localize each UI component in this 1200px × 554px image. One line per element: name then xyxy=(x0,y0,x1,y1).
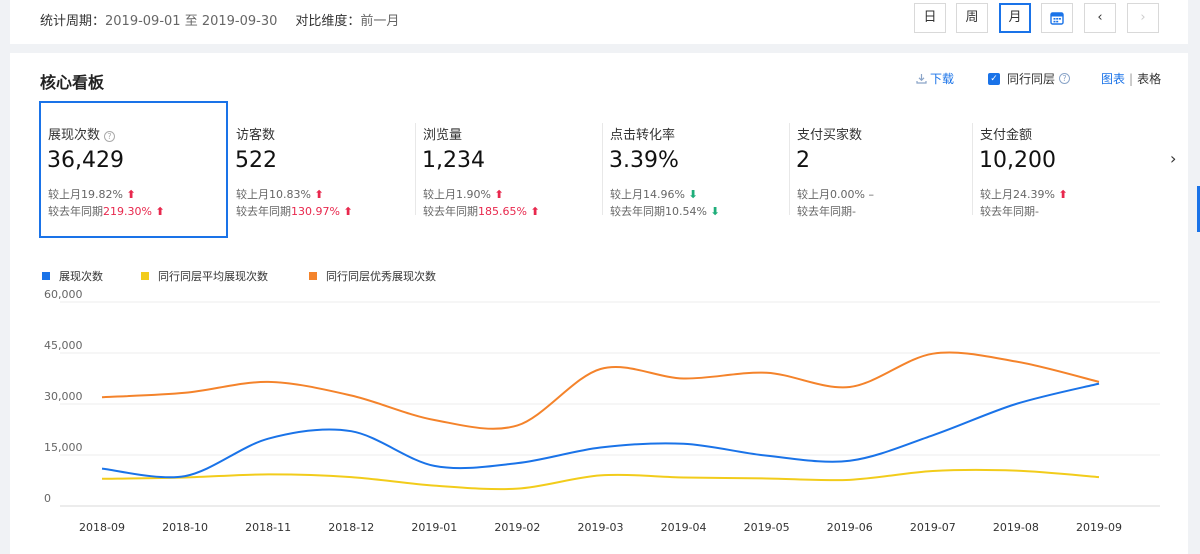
x-tick-label: 2019-01 xyxy=(411,521,457,534)
prev-period-button[interactable]: ‹ xyxy=(1084,3,1116,33)
kpi-card-payment-amount[interactable]: 支付金额 10,200 较上月24.39% ⬆ 较去年同期- xyxy=(972,101,1159,238)
x-tick-label: 2019-07 xyxy=(910,521,956,534)
download-button[interactable]: 下载 xyxy=(916,70,954,87)
kpi-yoy: 较去年同期219.30% ⬆ xyxy=(48,205,165,218)
legend-swatch xyxy=(309,272,317,280)
month-button[interactable]: 月 xyxy=(999,3,1031,33)
kpi-mom: 较上月1.90% ⬆ xyxy=(423,188,504,201)
download-icon xyxy=(916,74,927,84)
view-separator: | xyxy=(1129,72,1134,86)
scrollbar-indicator[interactable] xyxy=(1197,186,1200,232)
x-tick-label: 2018-12 xyxy=(328,521,374,534)
series-line-peer-average xyxy=(101,468,1100,491)
compare-value: 前一月 xyxy=(360,14,400,29)
kpi-name: 展现次数 xyxy=(48,128,101,143)
kpi-value: 3.39% xyxy=(609,148,679,173)
peer-toggle[interactable]: ✓ 同行同层 ? xyxy=(988,70,1071,87)
kpi-yoy: 较去年同期185.65% ⬆ xyxy=(423,205,540,218)
x-tick-label: 2019-05 xyxy=(744,521,790,534)
x-tick-label: 2018-10 xyxy=(162,521,208,534)
arrow-up-icon: ⬆ xyxy=(314,188,324,201)
kpi-value: 10,200 xyxy=(979,148,1056,173)
kpi-card-visitors[interactable]: 访客数 522 较上月10.83% ⬆ 较去年同期130.97% ⬆ xyxy=(228,101,415,238)
period-value: 2019-09-01 至 2019-09-30 xyxy=(105,14,278,29)
kpi-card-buyers[interactable]: 支付买家数 2 较上月0.00% – 较去年同期- xyxy=(789,101,976,238)
x-tick-label: 2019-08 xyxy=(993,521,1039,534)
kpi-value: 36,429 xyxy=(47,148,124,173)
legend-item-peer-excellent[interactable]: 同行同层优秀展现次数 xyxy=(309,268,436,284)
kpi-next-button[interactable]: › xyxy=(1170,149,1177,168)
x-tick-label: 2018-11 xyxy=(245,521,291,534)
kpi-name: 点击转化率 xyxy=(610,128,676,143)
kpi-name: 支付金额 xyxy=(980,128,1033,143)
day-button[interactable]: 日 xyxy=(914,3,946,33)
view-chart-button[interactable]: 图表 xyxy=(1101,72,1126,86)
kpi-yoy: 较去年同期- xyxy=(797,205,856,218)
arrow-up-icon: ⬆ xyxy=(530,205,540,218)
kpi-mom: 较上月0.00% – xyxy=(797,188,874,201)
kpi-yoy: 较去年同期10.54% ⬇ xyxy=(610,205,720,218)
series-line-impressions xyxy=(101,382,1100,479)
view-switch: 图表 | 表格 xyxy=(1101,70,1161,87)
flat-dash-icon: – xyxy=(868,188,874,201)
y-tick-label: 45,000 xyxy=(44,339,83,352)
period-label: 统计周期： xyxy=(40,14,106,29)
help-icon[interactable]: ? xyxy=(104,131,116,142)
legend-item-peer-average[interactable]: 同行同层平均展现次数 xyxy=(141,268,268,284)
legend-swatch xyxy=(42,272,50,280)
arrow-up-icon: ⬆ xyxy=(126,188,136,201)
x-tick-label: 2019-09 xyxy=(1076,521,1122,534)
y-tick-label: 60,000 xyxy=(44,288,83,301)
kpi-value: 2 xyxy=(796,148,810,173)
kpi-yoy: 较去年同期130.97% ⬆ xyxy=(236,205,353,218)
x-tick-label: 2019-06 xyxy=(827,521,873,534)
period-toolbar: 统计周期：2019-09-01 至 2019-09-30 对比维度：前一月 日 周… xyxy=(10,0,1188,44)
kpi-name: 浏览量 xyxy=(423,128,463,143)
calendar-button[interactable] xyxy=(1041,3,1073,33)
kpi-card-pageviews[interactable]: 浏览量 1,234 较上月1.90% ⬆ 较去年同期185.65% ⬆ xyxy=(415,101,602,238)
arrow-up-icon: ⬆ xyxy=(343,205,353,218)
legend-item-impressions[interactable]: 展现次数 xyxy=(42,268,103,284)
download-label: 下载 xyxy=(930,72,955,86)
period-summary: 统计周期：2019-09-01 至 2019-09-30 对比维度：前一月 xyxy=(40,10,399,29)
y-tick-label: 30,000 xyxy=(44,390,83,403)
week-button[interactable]: 周 xyxy=(956,3,988,33)
kpi-name: 支付买家数 xyxy=(797,128,863,143)
checkbox-checked-icon[interactable]: ✓ xyxy=(988,72,1000,85)
kpi-yoy: 较去年同期- xyxy=(980,205,1039,218)
arrow-up-icon: ⬆ xyxy=(494,188,504,201)
help-icon[interactable]: ? xyxy=(1059,73,1071,84)
arrow-up-icon: ⬆ xyxy=(1058,188,1068,201)
y-tick-label: 0 xyxy=(44,492,51,505)
arrow-down-icon: ⬇ xyxy=(688,188,698,201)
arrow-down-icon: ⬇ xyxy=(710,205,720,218)
kpi-value: 1,234 xyxy=(422,148,485,173)
peer-label: 同行同层 xyxy=(1007,72,1056,86)
kpi-value: 522 xyxy=(235,148,277,173)
calendar-icon xyxy=(1050,11,1064,25)
kpi-card-impressions[interactable]: 展现次数? 36,429 较上月19.82% ⬆ 较去年同期219.30% ⬆ xyxy=(39,101,228,238)
arrow-up-icon: ⬆ xyxy=(155,205,165,218)
kpi-mom: 较上月10.83% ⬆ xyxy=(236,188,324,201)
x-tick-label: 2019-03 xyxy=(578,521,624,534)
kpi-mom: 较上月24.39% ⬆ xyxy=(980,188,1068,201)
next-period-button[interactable]: › xyxy=(1127,3,1159,33)
legend-swatch xyxy=(141,272,149,280)
kpi-mom: 较上月14.96% ⬇ xyxy=(610,188,698,201)
kpi-card-conversion[interactable]: 点击转化率 3.39% 较上月14.96% ⬇ 较去年同期10.54% ⬇ xyxy=(602,101,789,238)
kpi-name: 访客数 xyxy=(236,128,276,143)
y-tick-label: 15,000 xyxy=(44,441,83,454)
x-tick-label: 2019-04 xyxy=(661,521,707,534)
x-tick-label: 2018-09 xyxy=(79,521,125,534)
kpi-mom: 较上月19.82% ⬆ xyxy=(48,188,136,201)
view-table-button[interactable]: 表格 xyxy=(1137,72,1162,86)
panel-title: 核心看板 xyxy=(40,73,105,92)
series-line-peer-excellent xyxy=(101,351,1100,430)
compare-label: 对比维度： xyxy=(295,14,361,29)
x-tick-label: 2019-02 xyxy=(494,521,540,534)
